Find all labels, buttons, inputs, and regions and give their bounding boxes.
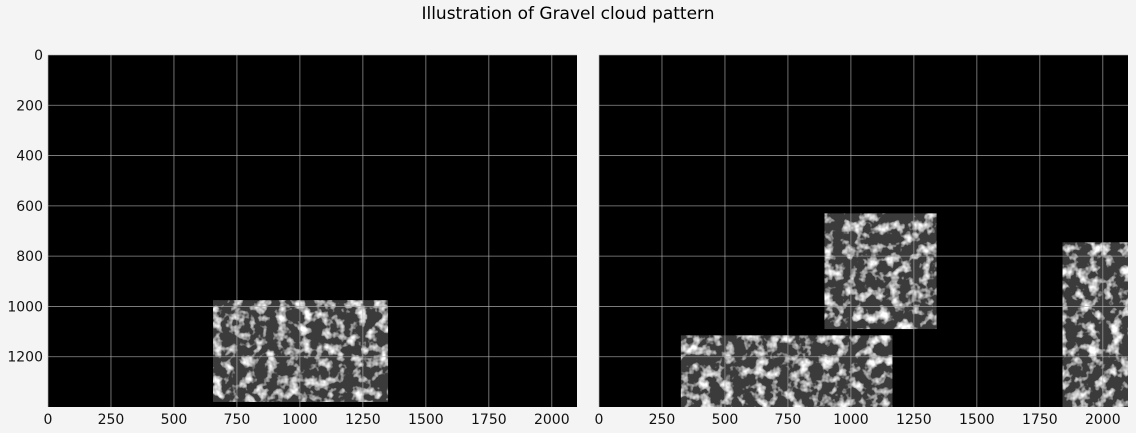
x-tick-label: 0 — [44, 412, 53, 428]
x-tick-label: 0 — [595, 412, 604, 428]
figure-title: Illustration of Gravel cloud pattern — [421, 4, 715, 24]
cloud-region — [212, 300, 389, 402]
x-tick-label: 250 — [98, 412, 125, 428]
x-tick-label: 1000 — [833, 412, 869, 428]
x-tick-label: 1250 — [896, 412, 932, 428]
x-tick-label: 1000 — [282, 412, 318, 428]
x-tick-label: 2000 — [534, 412, 570, 428]
y-tick-label: 0 — [34, 48, 43, 64]
panel-left: 0 250 500 750 1000 1250 1500 1750 2000 0 200 400 600… — [7, 48, 577, 428]
x-tick-label: 500 — [161, 412, 188, 428]
cloud-region — [824, 213, 937, 330]
y-tick-label: 1200 — [7, 350, 43, 366]
y-tick-label: 800 — [16, 249, 43, 265]
x-tick-label: 500 — [712, 412, 739, 428]
y-tick-label: 400 — [16, 149, 43, 165]
x-tick-label: 1750 — [471, 412, 507, 428]
x-tick-label: 1500 — [408, 412, 444, 428]
x-tick-label: 1750 — [1022, 412, 1058, 428]
cloud-region — [1062, 242, 1128, 407]
x-tick-label: 1250 — [345, 412, 381, 428]
x-tick-label: 2000 — [1085, 412, 1121, 428]
y-tick-label: 1000 — [7, 299, 43, 315]
y-tick-label: 600 — [16, 199, 43, 215]
x-tick-label: 250 — [649, 412, 676, 428]
panel-right: 0 250 500 750 1000 1250 1500 1750 2000 — [595, 54, 1128, 428]
cloud-region — [680, 335, 893, 407]
y-tick-label: 200 — [16, 98, 43, 114]
x-tick-label: 750 — [224, 412, 251, 428]
x-tick-label: 750 — [775, 412, 802, 428]
x-tick-label: 1500 — [959, 412, 995, 428]
